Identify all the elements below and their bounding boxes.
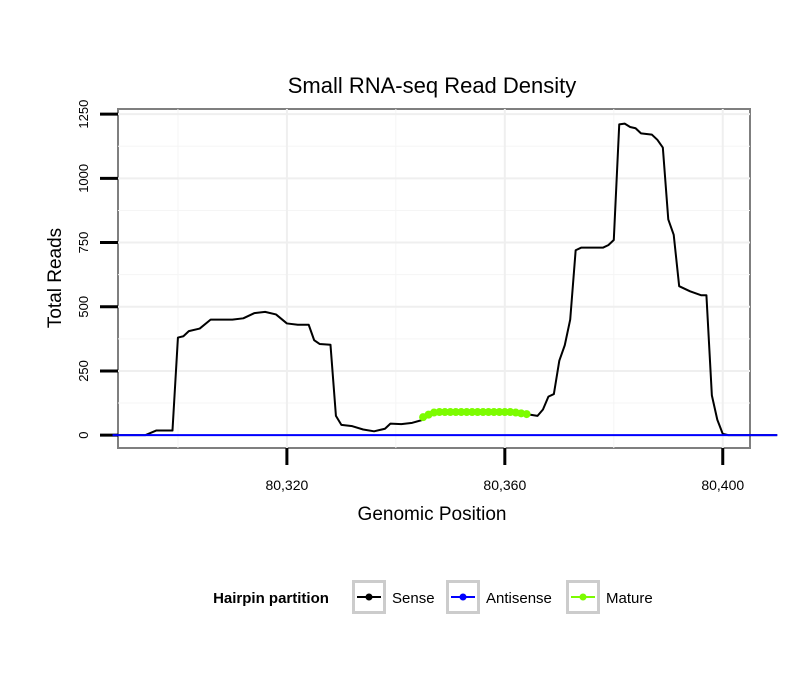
legend-key-point-antisense [459, 593, 467, 601]
plot-panel [117, 108, 751, 449]
legend-item-sense: Sense [352, 580, 435, 614]
y-tick-label: 250 [76, 360, 91, 382]
series-layer [107, 122, 778, 437]
y-tick-label: 500 [76, 296, 91, 318]
x-tick-label: 80,360 [483, 477, 526, 493]
legend-label-sense: Sense [392, 590, 435, 607]
y-tick-label: 0 [76, 432, 91, 439]
legend: Hairpin partition Sense Antisense Mature [213, 580, 653, 614]
axes: 0 250 500 750 1000 1250 80,320 80,360 80,400 [76, 100, 744, 493]
y-axis-label: Total Reads [45, 228, 66, 328]
legend-title: Hairpin partition [213, 590, 329, 607]
series-mature [419, 408, 531, 422]
y-tick-label: 750 [76, 232, 91, 254]
x-axis-label: Genomic Position [358, 504, 507, 525]
legend-key-point-sense [365, 593, 373, 601]
x-tick-label: 80,400 [701, 477, 744, 493]
chart-title: Small RNA-seq Read Density [288, 73, 577, 98]
legend-label-antisense: Antisense [486, 590, 552, 607]
x-tick-label: 80,320 [265, 477, 308, 493]
grid-major [118, 109, 750, 448]
y-axis: 0 250 500 750 1000 1250 [76, 100, 118, 439]
series-point-mature [522, 410, 531, 419]
legend-item-antisense: Antisense [446, 580, 552, 614]
legend-label-mature: Mature [606, 590, 653, 607]
y-tick-label: 1250 [76, 100, 91, 129]
legend-key-point-mature [579, 593, 587, 601]
legend-item-mature: Mature [566, 580, 653, 614]
grid-minor [118, 109, 750, 448]
x-axis: 80,320 80,360 80,400 [265, 448, 744, 493]
y-tick-label: 1000 [76, 164, 91, 193]
plot-background [117, 108, 751, 449]
legend-entries: Sense Antisense Mature [352, 580, 653, 614]
